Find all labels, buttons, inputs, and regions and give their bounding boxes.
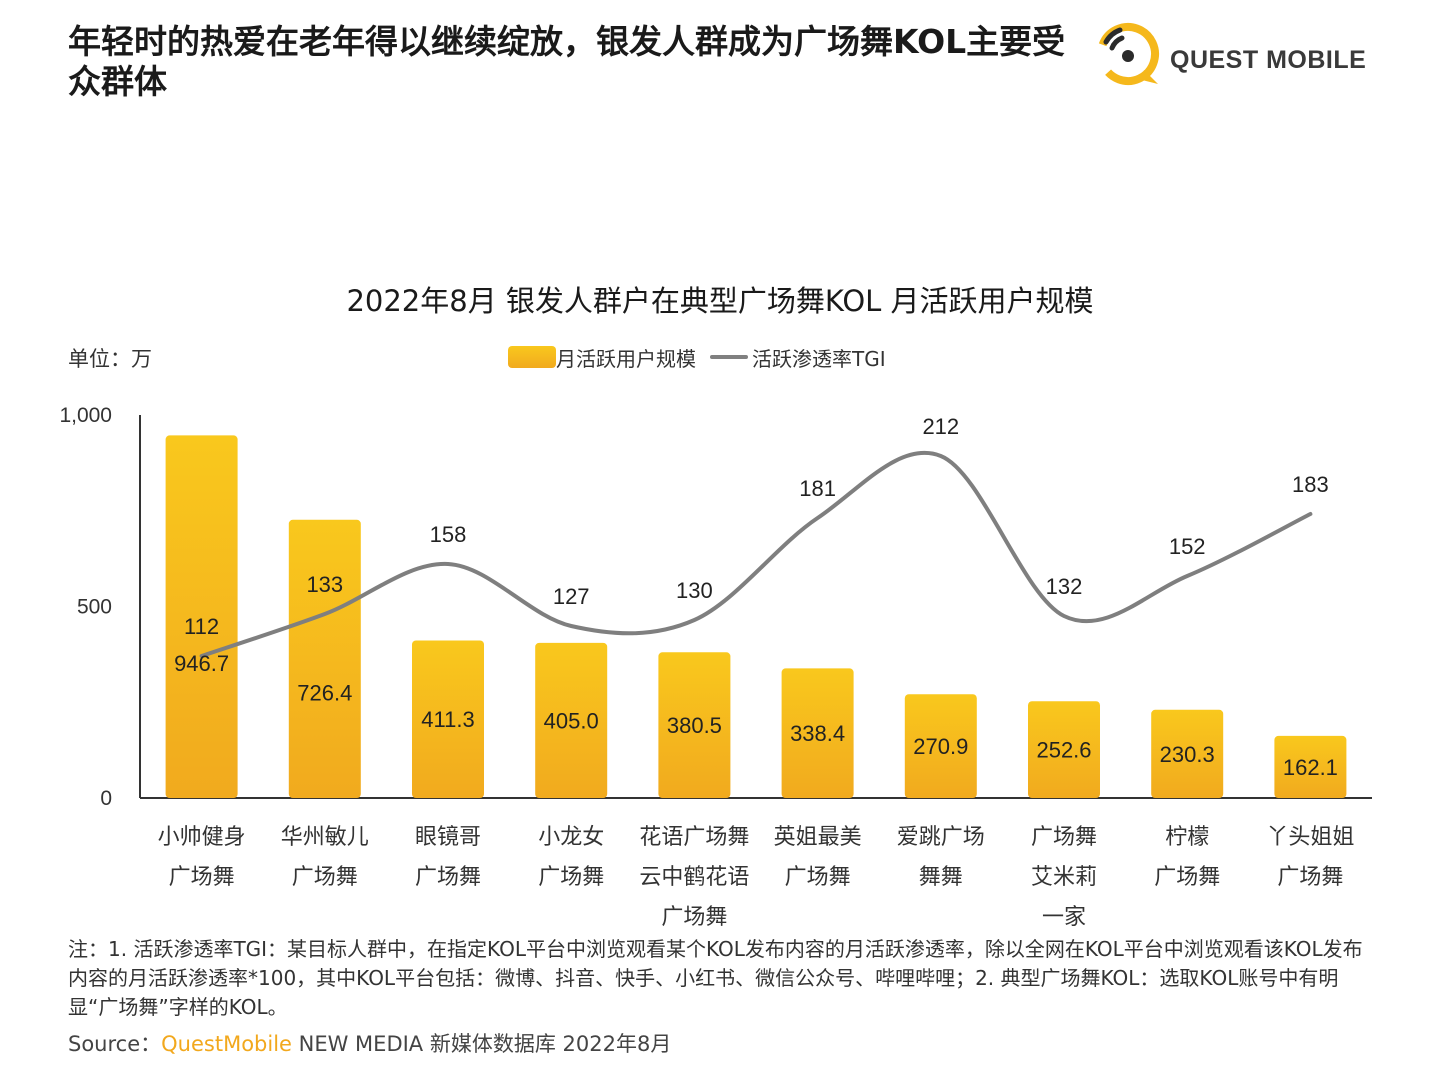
x-tick-label: 丫头姐姐	[1266, 825, 1354, 850]
x-tick-label: 广场舞	[661, 905, 727, 930]
bar	[658, 652, 731, 798]
x-tick-label: 华州敏儿	[281, 825, 369, 850]
bar-value-label: 270.9	[913, 734, 968, 759]
x-tick-label: 爱跳广场	[897, 825, 985, 850]
y-tick-label: 0	[100, 787, 112, 810]
page-title: 年轻时的热爱在老年得以继续绽放，银发人群成为广场舞KOL主要受众群体	[68, 22, 1066, 101]
x-tick-label: 舞舞	[919, 865, 963, 890]
bar	[1151, 709, 1224, 798]
legend-bar-swatch	[508, 346, 556, 368]
tgi-value-label: 212	[922, 414, 959, 439]
bar-value-label: 230.3	[1160, 742, 1215, 767]
source-brand: QuestMobile	[161, 1032, 292, 1056]
footnote: 注：1. 活跃渗透率TGI：某目标人群中，在指定KOL平台中浏览观看某个KOL发…	[68, 937, 1363, 1019]
source-rest: NEW MEDIA 新媒体数据库 2022年8月	[291, 1032, 672, 1056]
logo-mark-icon	[1097, 22, 1159, 85]
bar	[165, 435, 238, 798]
bar	[288, 519, 361, 798]
tgi-value-label: 132	[1046, 574, 1083, 599]
tgi-value-label: 181	[799, 476, 836, 501]
bar	[1274, 735, 1347, 798]
x-tick-label: 英姐最美	[774, 825, 862, 850]
quest-mobile-logo: QUEST MOBILE	[1092, 18, 1392, 90]
legend-bar-label: 月活跃用户规模	[556, 346, 696, 371]
y-tick-label: 500	[77, 596, 112, 619]
x-tick-label: 小帅健身	[158, 825, 246, 850]
x-tick-label: 艾米莉	[1031, 865, 1097, 890]
x-tick-label: 广场舞	[538, 865, 604, 890]
y-tick-label: 1,000	[59, 404, 112, 427]
tgi-value-label: 112	[184, 614, 219, 639]
chart-title: 2022年8月 银发人群户在典型广场舞KOL 月活跃用户规模	[346, 284, 1094, 318]
x-tick-label: 广场舞	[292, 865, 358, 890]
x-tick-label: 广场舞	[169, 865, 235, 890]
x-tick-label: 广场舞	[785, 865, 851, 890]
x-tick-label: 柠檬	[1165, 825, 1209, 850]
tgi-value-label: 183	[1292, 472, 1329, 497]
bar-value-label: 405.0	[544, 708, 599, 733]
tgi-value-label: 152	[1169, 534, 1206, 559]
x-tick-label: 小龙女	[538, 825, 604, 850]
bar-value-label: 338.4	[790, 721, 845, 746]
x-tick-label: 一家	[1042, 905, 1086, 930]
legend-item-line: 活跃渗透率TGI	[696, 343, 886, 372]
x-tick-label: 广场舞	[415, 865, 481, 890]
tgi-value-label: 130	[676, 578, 713, 603]
x-tick-label: 广场舞	[1277, 865, 1343, 890]
tgi-value-label: 127	[553, 584, 590, 609]
x-tick-label: 广场舞	[1154, 865, 1220, 890]
bar	[904, 694, 977, 798]
bar-value-label: 252.6	[1036, 738, 1091, 763]
bar-value-label: 411.3	[421, 707, 474, 732]
unit-label: 单位：万	[68, 347, 152, 371]
source-prefix: Source：	[68, 1032, 162, 1056]
tgi-line	[199, 450, 1313, 658]
bar-value-label: 726.4	[297, 681, 352, 706]
legend-line-label: 活跃渗透率TGI	[752, 346, 886, 371]
x-tick-label: 云中鹤花语	[639, 865, 749, 890]
tgi-value-label: 133	[306, 572, 343, 597]
bar-value-label: 380.5	[667, 713, 722, 738]
source-line: Source：QuestMobile NEW MEDIA 新媒体数据库 2022…	[68, 1028, 671, 1058]
bar-value-label: 162.1	[1283, 755, 1338, 780]
bar	[412, 640, 484, 798]
legend-line-swatch	[710, 355, 748, 359]
bar	[781, 668, 854, 798]
legend-item-bar: 月活跃用户规模	[508, 343, 696, 372]
x-tick-label: 花语广场舞	[639, 825, 749, 850]
chart-legend: 月活跃用户规模 活跃渗透率TGI	[508, 343, 886, 371]
x-tick-label: 眼镜哥	[415, 825, 481, 850]
logo-text: QUEST MOBILE	[1170, 46, 1367, 74]
bar	[535, 642, 608, 798]
x-tick-label: 广场舞	[1031, 825, 1097, 850]
bar	[1028, 701, 1100, 798]
bar-value-label: 946.7	[174, 651, 229, 676]
tgi-value-label: 158	[430, 522, 467, 547]
